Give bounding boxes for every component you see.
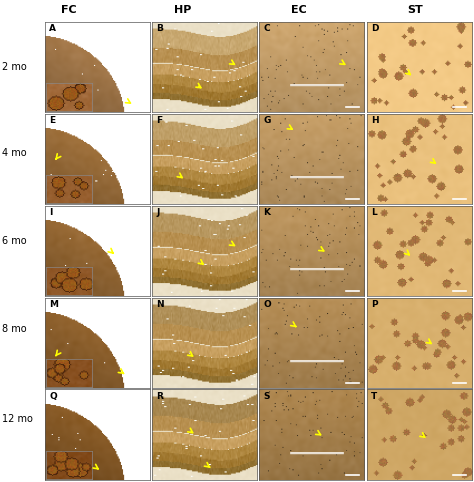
Text: T: T (371, 392, 377, 401)
Text: N: N (156, 300, 164, 309)
Text: C: C (264, 25, 270, 33)
Text: L: L (371, 208, 376, 217)
Text: ST: ST (407, 5, 423, 15)
Text: 12 mo: 12 mo (2, 415, 33, 424)
Text: S: S (264, 392, 270, 401)
Text: K: K (264, 208, 271, 217)
Text: B: B (156, 25, 163, 33)
Text: A: A (49, 25, 56, 33)
Text: 4 mo: 4 mo (2, 148, 27, 158)
Text: G: G (264, 116, 271, 125)
Text: I: I (49, 208, 53, 217)
Text: FC: FC (61, 5, 76, 15)
Text: R: R (156, 392, 163, 401)
Text: Q: Q (49, 392, 57, 401)
Text: HP: HP (174, 5, 191, 15)
Text: P: P (371, 300, 377, 309)
Text: M: M (49, 300, 58, 309)
Text: F: F (156, 116, 163, 125)
Text: J: J (156, 208, 160, 217)
Text: O: O (264, 300, 271, 309)
Text: 8 mo: 8 mo (2, 324, 27, 334)
Text: D: D (371, 25, 378, 33)
Text: H: H (371, 116, 378, 125)
Text: 6 mo: 6 mo (2, 236, 27, 246)
Text: E: E (49, 116, 55, 125)
Text: 2 mo: 2 mo (2, 62, 27, 71)
Text: EC: EC (291, 5, 307, 15)
